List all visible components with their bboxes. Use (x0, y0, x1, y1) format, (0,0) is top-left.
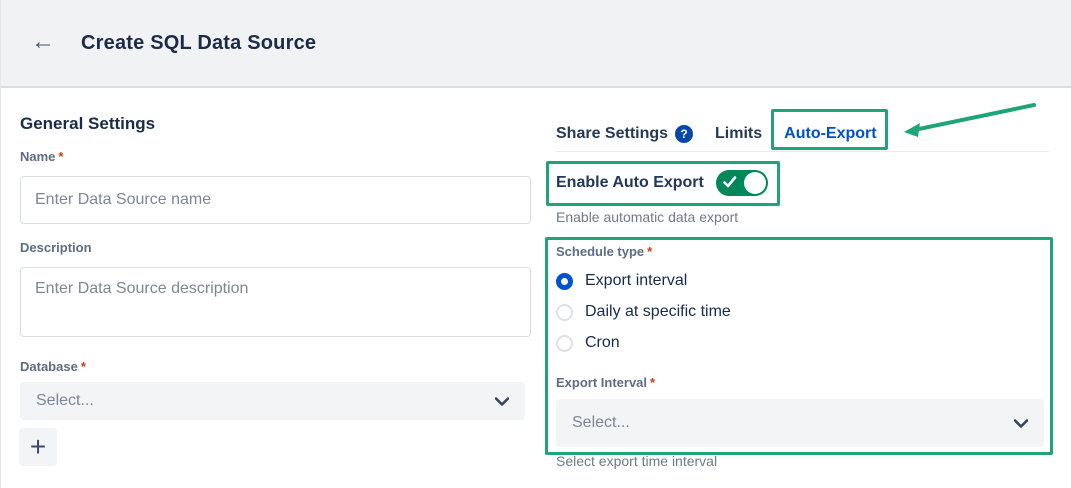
schedule-group: Schedule type * Export interval Daily at … (545, 237, 1053, 455)
add-database-button[interactable]: + (19, 428, 57, 466)
radio-export-interval-label: Export interval (585, 272, 688, 289)
export-interval-select[interactable]: Select... (556, 399, 1044, 447)
export-interval-label: Export Interval * (556, 375, 1044, 390)
radio-button-checked-icon[interactable] (556, 272, 573, 290)
tab-auto-export[interactable]: Auto-Export (784, 125, 877, 142)
required-asterisk: * (80, 359, 86, 374)
toggle-knob (743, 172, 766, 194)
back-button[interactable]: ← (31, 28, 55, 55)
radio-cron-label: Cron (585, 334, 620, 351)
description-label: Description (20, 240, 92, 255)
description-label-text: Description (20, 240, 92, 255)
enable-auto-export-toggle[interactable] (715, 170, 768, 196)
annotation-arrow-icon (904, 103, 1036, 137)
check-icon (723, 176, 737, 188)
radio-cron[interactable]: Cron (556, 334, 1044, 352)
tab-share-settings-label: Share Settings (556, 125, 669, 142)
description-input[interactable] (20, 267, 531, 337)
tab-limits[interactable]: Limits (715, 125, 763, 142)
toggle-helper-text: Enable automatic data export (556, 209, 739, 225)
chevron-down-icon (495, 396, 509, 406)
required-asterisk: * (647, 244, 653, 259)
radio-button-icon[interactable] (556, 303, 573, 321)
name-label-text: Name (20, 149, 56, 164)
enable-auto-export-row: Enable Auto Export (546, 161, 780, 206)
export-interval-select-value: Select... (572, 414, 630, 431)
tab-divider (556, 151, 1049, 152)
tab-share-settings[interactable]: Share Settings ? (556, 125, 694, 143)
page-header: ← Create SQL Data Source (1, 0, 1071, 88)
database-select[interactable]: Select... (20, 382, 525, 420)
tab-bar: Share Settings ? Limits Auto-Export (556, 109, 888, 150)
name-label: Name * (20, 149, 63, 164)
radio-export-interval[interactable]: Export interval (556, 272, 1044, 290)
general-settings-heading: General Settings (20, 114, 156, 133)
radio-daily-at-specific-time[interactable]: Daily at specific time (556, 303, 1044, 321)
required-asterisk: * (650, 375, 656, 390)
chevron-down-icon (1014, 418, 1028, 428)
radio-daily-label: Daily at specific time (585, 303, 731, 320)
database-label-text: Database (20, 359, 78, 374)
schedule-type-label: Schedule type * (556, 244, 1044, 259)
schedule-type-label-text: Schedule type (556, 244, 645, 259)
database-label: Database * (20, 359, 86, 374)
help-icon[interactable]: ? (675, 125, 694, 143)
required-asterisk: * (58, 149, 64, 164)
radio-button-icon[interactable] (556, 334, 573, 352)
enable-auto-export-label: Enable Auto Export (556, 174, 704, 191)
interval-helper-text: Select export time interval (556, 453, 718, 469)
name-input[interactable] (20, 176, 531, 224)
page-title: Create SQL Data Source (81, 32, 317, 54)
database-select-value: Select... (36, 392, 94, 409)
export-interval-label-text: Export Interval (556, 375, 648, 390)
